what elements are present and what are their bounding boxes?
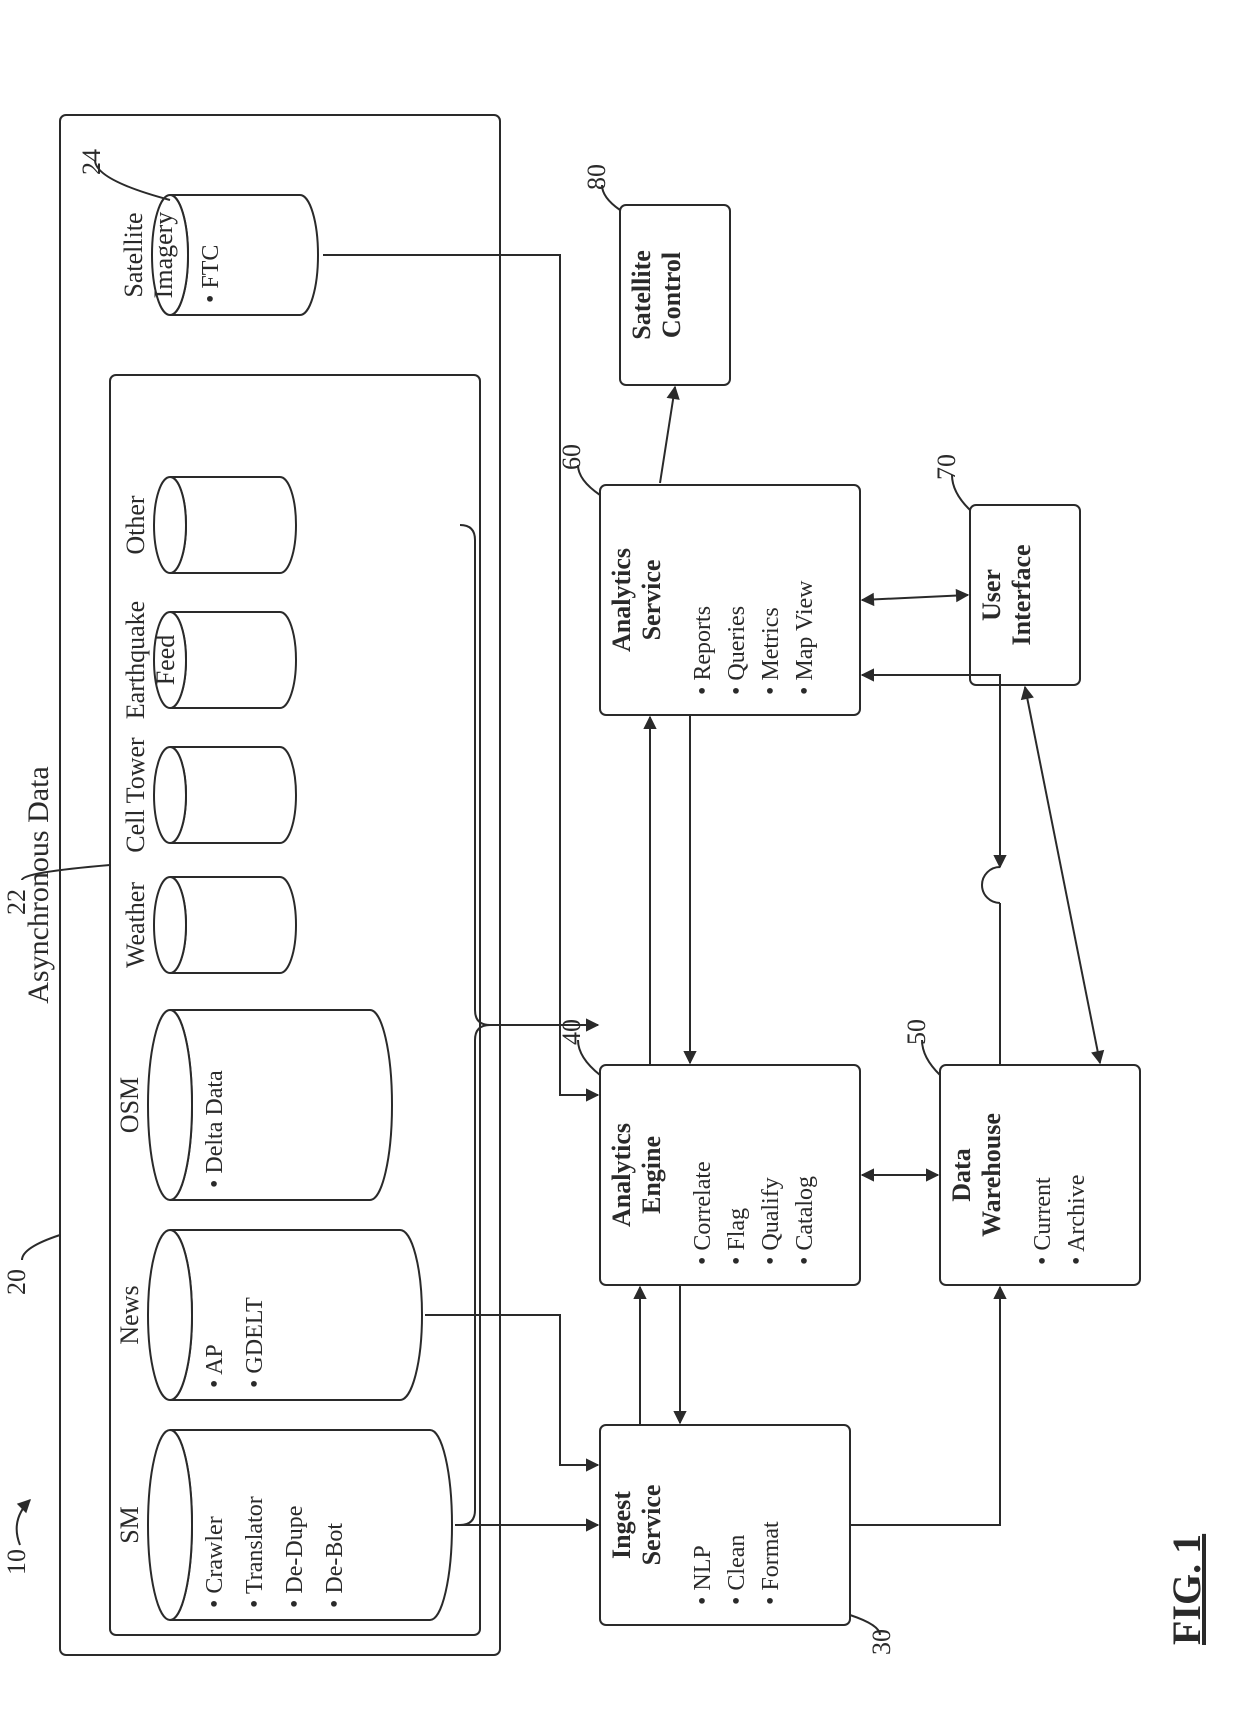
callout-60: 60 — [557, 444, 586, 470]
cylinder-label-osm: OSM — [115, 1077, 144, 1133]
cylinder-item-sm: • Crawler — [202, 1516, 228, 1608]
block-item-engine: • Flag — [724, 1208, 750, 1265]
block-item-service: • Reports — [690, 606, 716, 695]
callout-10: 10 — [2, 1549, 31, 1575]
cylinder-item-news: • AP — [202, 1344, 228, 1388]
cylinder-label-weather: Weather — [121, 882, 150, 968]
callout-80: 80 — [582, 164, 611, 190]
cylinder-label-cell_tower: Cell Tower — [121, 737, 150, 853]
cylinder-label-sm: SM — [115, 1506, 144, 1544]
block-item-service: • Metrics — [758, 607, 784, 695]
block-item-warehouse: • Archive — [1064, 1175, 1090, 1265]
cylinder-item-sm: • De-Dupe — [282, 1506, 308, 1608]
block-item-engine: • Correlate — [690, 1161, 716, 1265]
cylinder-label-satellite: SatelliteImagery — [119, 212, 178, 299]
callout-20: 20 — [2, 1269, 31, 1295]
block-item-engine: • Qualify — [758, 1177, 784, 1265]
block-title-engine: AnalyticsEngine — [607, 1123, 666, 1227]
callout-40: 40 — [557, 1019, 586, 1045]
block-item-warehouse: • Current — [1030, 1177, 1056, 1265]
cylinder-item-osm: • Delta Data — [202, 1070, 228, 1188]
block-title-ingest: IngestService — [607, 1485, 666, 1566]
callout-70: 70 — [932, 454, 961, 480]
block-item-ingest: • NLP — [690, 1545, 716, 1605]
cylinder-item-sm: • De-Bot — [322, 1523, 348, 1608]
cylinder-label-news: News — [115, 1285, 144, 1344]
block-title-sat_control: SatelliteControl — [627, 250, 686, 340]
callout-30: 30 — [867, 1629, 896, 1655]
cylinder-item-satellite: • FTC — [198, 245, 224, 303]
figure-label: FIG. 1 — [1164, 1534, 1209, 1645]
callout-22: 22 — [2, 889, 31, 915]
callout-50: 50 — [902, 1019, 931, 1045]
arrow-ingest-to-warehouse — [850, 1287, 1000, 1525]
cylinder-label-other: Other — [121, 495, 150, 555]
block-item-engine: • Catalog — [792, 1176, 818, 1265]
block-item-ingest: • Format — [758, 1521, 784, 1605]
block-title-service: AnalyticsService — [607, 548, 666, 652]
cylinder-item-sm: • Translator — [242, 1496, 268, 1608]
async-data-title: Asynchronous Data — [22, 766, 55, 1003]
block-item-ingest: • Clean — [724, 1535, 750, 1605]
block-item-service: • Map View — [792, 580, 818, 695]
block-item-service: • Queries — [724, 606, 750, 695]
diagram-canvas: Asynchronous Data SM • Crawler • Translator… — [0, 0, 1240, 1715]
cylinder-item-news: • GDELT — [242, 1297, 268, 1388]
